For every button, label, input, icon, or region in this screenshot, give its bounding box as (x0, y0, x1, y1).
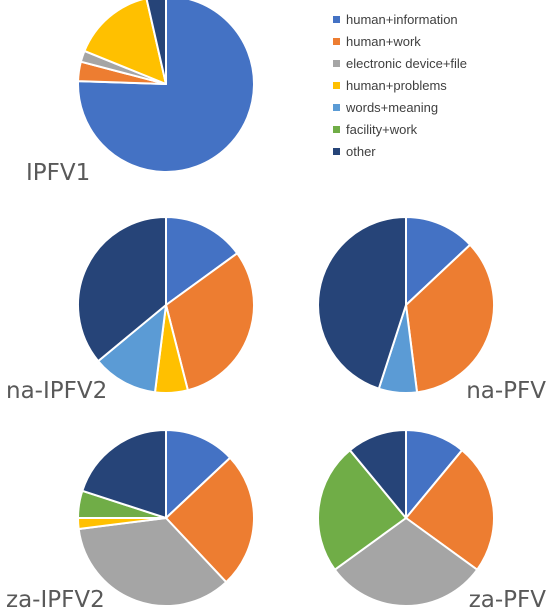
pie-na-pfv (317, 216, 495, 394)
pie-slice-other (81, 429, 167, 519)
pie-slice-electronic-device-file (77, 517, 228, 607)
legend-item: human+problems (333, 78, 447, 93)
pie-slice-words-meaning (97, 304, 167, 394)
legend-item: facility+work (333, 122, 418, 137)
pie-slice-human-work (405, 449, 495, 571)
pie-slice-human-work (165, 456, 255, 584)
chart-label-na-ipfv2: na-IPFV2 (6, 378, 107, 404)
pie-slice-electronic-device-file (333, 517, 479, 607)
legend-swatch (333, 104, 340, 111)
pie-slice-other (317, 216, 407, 390)
pie-slice-human-information (77, 0, 255, 173)
legend-swatch (333, 38, 340, 45)
chart-label-za-ipfv2: za-IPFV2 (6, 587, 105, 611)
pie-slice-other (145, 0, 167, 85)
legend-label: words+meaning (345, 100, 438, 115)
chart-labels: IPFV1 na-IPFV2 na-PFV za-IPFV2 za-PFV (6, 160, 546, 611)
pie-za-pfv (317, 429, 495, 607)
pie-ipfv1 (77, 0, 255, 173)
legend-item: words+meaning (333, 100, 438, 115)
legend-item: human+information (333, 12, 458, 27)
legend-item: human+work (333, 34, 421, 49)
pie-slice-human-information (165, 216, 239, 306)
pie-slice-other (76, 216, 167, 363)
pie-za-ipfv2 (76, 429, 255, 607)
legend-swatch (333, 126, 340, 133)
legend-label: human+work (346, 34, 421, 49)
chart-label-na-pfv: na-PFV (466, 378, 546, 404)
pie-slice-human-information (405, 216, 472, 306)
legend-swatch (333, 16, 340, 23)
legend-label: electronic device+file (346, 56, 467, 71)
legend-label: human+information (346, 12, 458, 27)
legend-label: human+problems (346, 78, 447, 93)
legend-label: facility+work (346, 122, 418, 137)
legend-item: other (333, 144, 376, 159)
chart-label-ipfv1: IPFV1 (26, 160, 90, 186)
legend-swatch (333, 82, 340, 89)
chart-label-za-pfv: za-PFV (469, 587, 547, 611)
pie-slice-human-work (405, 243, 495, 394)
legend: human+information human+work electronic … (333, 12, 467, 159)
legend-label: other (346, 144, 376, 159)
legend-item: electronic device+file (333, 56, 467, 71)
pie-slice-facility-work (317, 449, 407, 571)
legend-swatch (333, 60, 340, 67)
pie-slice-other (348, 429, 407, 519)
pie-charts (76, 0, 495, 607)
pie-slice-human-information (165, 429, 232, 519)
pie-slice-human-work (165, 252, 255, 392)
pie-na-ipfv2 (76, 216, 255, 394)
legend-swatch (333, 148, 340, 155)
pie-slice-human-problems (83, 0, 167, 85)
